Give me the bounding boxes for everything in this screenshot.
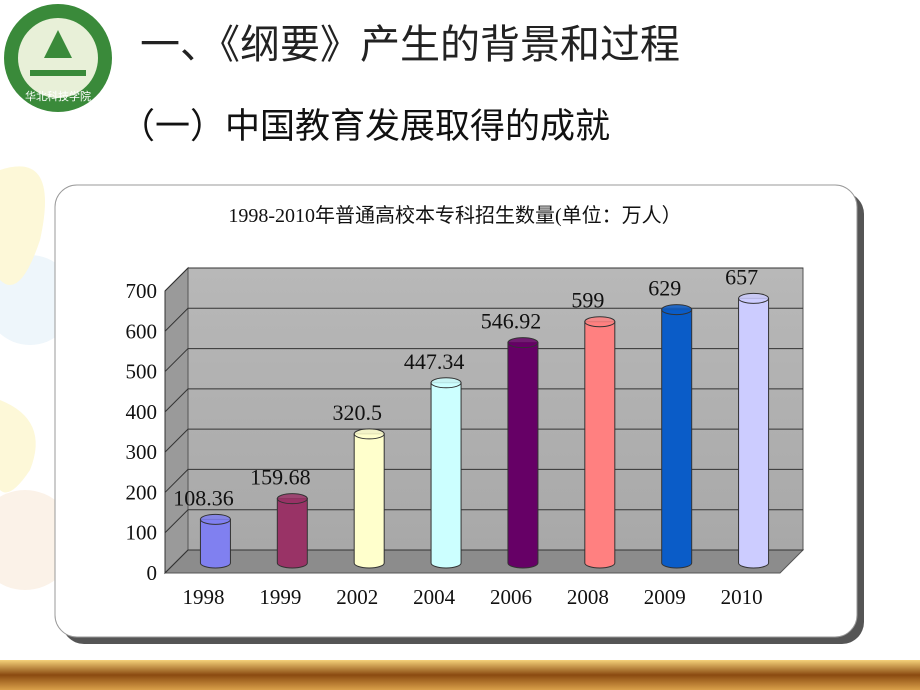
grid-line bbox=[164, 307, 803, 332]
value-label: 657 bbox=[725, 264, 758, 289]
bar-top bbox=[199, 513, 231, 525]
y-tick-label: 100 bbox=[126, 521, 158, 545]
value-label: 320.5 bbox=[332, 400, 382, 425]
bar-top bbox=[507, 337, 539, 349]
y-tick-label: 600 bbox=[126, 319, 158, 343]
y-tick-label: 0 bbox=[147, 561, 158, 585]
bar bbox=[507, 342, 539, 569]
x-tick-label: 2002 bbox=[336, 585, 378, 609]
x-tick-label: 1998 bbox=[182, 585, 224, 609]
logo-text: 华北科技学院 bbox=[25, 89, 91, 103]
grid-line bbox=[164, 267, 803, 292]
value-label: 447.34 bbox=[404, 349, 465, 374]
logo: 华北科技学院 bbox=[4, 4, 112, 112]
side-wall bbox=[164, 266, 189, 575]
y-tick-label: 200 bbox=[126, 480, 158, 504]
bar bbox=[738, 297, 770, 569]
bar-top bbox=[584, 316, 616, 328]
bar bbox=[353, 433, 385, 569]
bar bbox=[584, 321, 616, 569]
value-label: 159.68 bbox=[250, 465, 311, 490]
y-tick-label: 700 bbox=[126, 279, 158, 303]
value-label: 599 bbox=[571, 288, 604, 313]
value-label: 108.36 bbox=[173, 485, 234, 510]
bar bbox=[430, 382, 462, 569]
bar bbox=[276, 498, 308, 569]
floor bbox=[163, 549, 805, 574]
x-tick-label: 1999 bbox=[259, 585, 301, 609]
chart: 0 100 200 300 400 500 600 700 1998 108.36 1999 159.… bbox=[126, 264, 805, 609]
bar-top bbox=[430, 377, 462, 389]
x-tick-label: 2008 bbox=[567, 585, 609, 609]
bar bbox=[661, 309, 693, 569]
bar-top bbox=[276, 493, 308, 505]
bar-top bbox=[661, 304, 693, 316]
x-tick-label: 2004 bbox=[413, 585, 456, 609]
x-tick-label: 2006 bbox=[490, 585, 532, 609]
x-tick-label: 2010 bbox=[721, 585, 763, 609]
slide-subtitle: （一）中国教育发展取得的成就 bbox=[120, 107, 610, 147]
value-label: 629 bbox=[648, 276, 681, 301]
bar-top bbox=[353, 428, 385, 440]
value-label: 546.92 bbox=[481, 309, 542, 334]
y-tick-label: 500 bbox=[126, 360, 158, 384]
x-tick-label: 2009 bbox=[644, 585, 686, 609]
chart-title: 1998-2010年普通高校本专科招生数量(单位：万人） bbox=[228, 204, 681, 227]
y-tick-label: 400 bbox=[126, 400, 158, 424]
slide-title: 一、《纲要》产生的背景和过程 bbox=[140, 22, 680, 68]
bar bbox=[199, 518, 231, 569]
bar-top bbox=[738, 292, 770, 304]
y-tick-label: 300 bbox=[126, 440, 158, 464]
